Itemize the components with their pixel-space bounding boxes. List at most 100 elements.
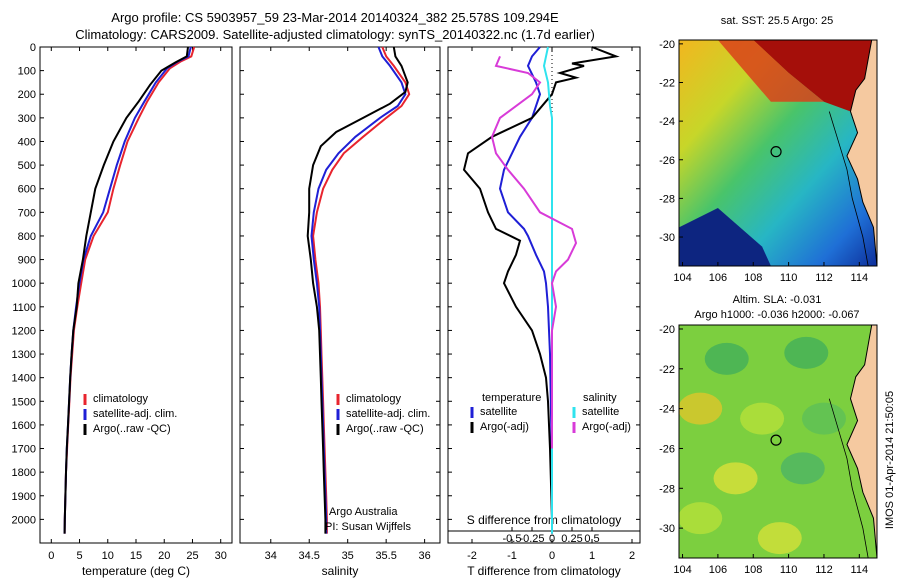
sst-map-ytick-label: -26 — [659, 155, 675, 167]
legend-label: Argo(..raw -QC) — [93, 423, 171, 435]
temperature-xtick-label: 10 — [102, 550, 114, 562]
sst-map-xtick-label: 114 — [851, 272, 869, 284]
temperature-axes-frame — [39, 46, 233, 544]
sla-map-title-line-1: Altim. SLA: -0.031 — [733, 294, 822, 306]
difference-xtick-label: -1 — [507, 550, 517, 562]
sla-map-frame — [678, 324, 878, 559]
sla-anomaly-blob — [679, 392, 723, 425]
sst-map-ytick-label: -22 — [659, 77, 675, 89]
temperature-ytick-label: 1900 — [12, 491, 36, 503]
sst-map-xtick-label: 110 — [780, 272, 798, 284]
temperature-xlabel: temperature (deg C) — [82, 564, 190, 578]
top-axis-tick-label: 0.25 — [561, 533, 582, 545]
temperature-ytick-label: 1200 — [12, 325, 36, 337]
legend-label: climatology — [93, 393, 149, 405]
sla-map-title-line-2: Argo h1000: -0.036 h2000: -0.067 — [694, 309, 859, 321]
sla-map-field — [679, 325, 877, 558]
salinity-xtick-label: 34 — [265, 550, 277, 562]
temperature-ytick-label: 200 — [18, 89, 36, 101]
sst-map-ytick-label: -28 — [659, 193, 675, 205]
isobath-line — [828, 398, 869, 558]
temperature-ytick-label: 1600 — [12, 420, 36, 432]
argo-location-marker — [770, 434, 782, 446]
temperature-xtick-label: 15 — [130, 550, 142, 562]
figure-title-line-1: Argo profile: CS 5903957_59 23-Mar-2014 … — [111, 10, 559, 25]
difference-xlabel: T difference from climatology — [467, 564, 621, 578]
sla-anomaly-blob — [784, 336, 829, 369]
top-axis-tick-label: -0.25 — [519, 533, 544, 545]
difference-xtick-label: 0 — [549, 550, 555, 562]
legend-label: climatology — [346, 393, 402, 405]
sst-hot-region — [717, 40, 824, 102]
annotation-line-1: Argo Australia — [329, 506, 398, 518]
temperature-ytick-label: 2000 — [12, 514, 36, 526]
sla-map-ytick-label: -28 — [659, 483, 675, 495]
salinity-panel: 34 34.5 35 35.5 36 salinity climatology satelli… — [239, 46, 441, 578]
sla-map-ytick-label: -20 — [659, 324, 675, 336]
salinity-xtick-label: 35 — [342, 550, 354, 562]
sla-anomaly-blob — [679, 502, 723, 535]
sla-map-xtick-label: 112 — [815, 564, 833, 576]
coastline-land — [846, 325, 877, 558]
salinity-xlabel: salinity — [322, 564, 359, 578]
salinity-series-argo-raw-qc- — [306, 46, 409, 534]
sla-anomaly-blob — [713, 462, 758, 495]
top-axis-tick-label: 0 — [549, 533, 555, 545]
sla-map-ytick-label: -24 — [659, 404, 675, 416]
sst-map-field — [679, 40, 877, 266]
temperature-ytick-label: 1400 — [12, 373, 36, 385]
sla-anomaly-blob — [704, 342, 749, 375]
annotation-line-2: PI: Susan Wijffels — [325, 521, 411, 533]
salinity-axes-frame — [239, 46, 441, 544]
temperature-ytick-label: 500 — [18, 160, 36, 172]
temperature-ytick-label: 1700 — [12, 444, 36, 456]
legend-label: satellite-adj. clim. — [346, 408, 430, 420]
legend-title-temperature: temperature — [482, 392, 541, 404]
temperature-ytick-label: 700 — [18, 207, 36, 219]
salinity-xtick-label: 35.5 — [375, 550, 396, 562]
temperature-ytick-label: 800 — [18, 231, 36, 243]
sla-map-ytick-label: -30 — [659, 523, 675, 535]
sla-anomaly-blob — [740, 402, 785, 435]
temperature-series-climatology — [63, 46, 196, 534]
legend-label: Argo(-adj) — [480, 421, 529, 433]
sla-map-panel: 104 106 108 110 112 114 -20 -22 -24 -26 -28 -30 Alti… — [659, 294, 878, 576]
legend-label: Argo(..raw -QC) — [346, 423, 424, 435]
sst-map-xtick-label: 112 — [815, 272, 833, 284]
difference-xtick-label: 2 — [629, 550, 635, 562]
footer-stamp: IMOS 01-Apr-2014 21:50:05 — [884, 391, 896, 529]
salinity-xtick-label: 36 — [418, 550, 430, 562]
sst-map-title: sat. SST: 25.5 Argo: 25 — [721, 15, 834, 27]
sla-map-xtick-label: 104 — [673, 564, 691, 576]
top-axis-tick-label: -0.5 — [503, 533, 522, 545]
difference-series-s-argo-adj- — [490, 56, 578, 449]
temperature-ytick-label: 100 — [18, 66, 36, 78]
temperature-ytick-label: 400 — [18, 136, 36, 148]
sst-map-xtick-label: 108 — [744, 272, 762, 284]
temperature-xtick-label: 20 — [158, 550, 170, 562]
sla-anomaly-blob — [780, 452, 825, 485]
difference-xtick-label: 1 — [589, 550, 595, 562]
sst-map-xtick-label: 106 — [709, 272, 727, 284]
temperature-series-satellite-adj-clim- — [63, 46, 192, 534]
temperature-ytick-label: 900 — [18, 255, 36, 267]
argo-location-marker — [770, 146, 782, 158]
legend-label: satellite — [480, 406, 517, 418]
temperature-ytick-label: 1800 — [12, 467, 36, 479]
legend-label: satellite — [582, 406, 619, 418]
sst-warm-region — [753, 40, 877, 122]
sst-map-frame — [678, 39, 878, 267]
sst-map-ytick-label: -24 — [659, 116, 675, 128]
temperature-ytick-label: 1000 — [12, 278, 36, 290]
temperature-ytick-label: 0 — [30, 42, 36, 54]
difference-axes-frame — [447, 46, 641, 544]
top-axis-tick-label: 0.5 — [584, 533, 599, 545]
sla-map-ytick-label: -22 — [659, 364, 675, 376]
temperature-ytick-label: 1100 — [12, 302, 36, 314]
temperature-xtick-label: 25 — [186, 550, 198, 562]
sst-map-panel: 104 106 108 110 112 114 -20 -22 -24 -26 -28 -30 sat.… — [659, 15, 878, 284]
temperature-ytick-label: 1500 — [12, 396, 36, 408]
sst-map-ytick-label: -20 — [659, 39, 675, 51]
sst-map-ytick-label: -30 — [659, 232, 675, 244]
